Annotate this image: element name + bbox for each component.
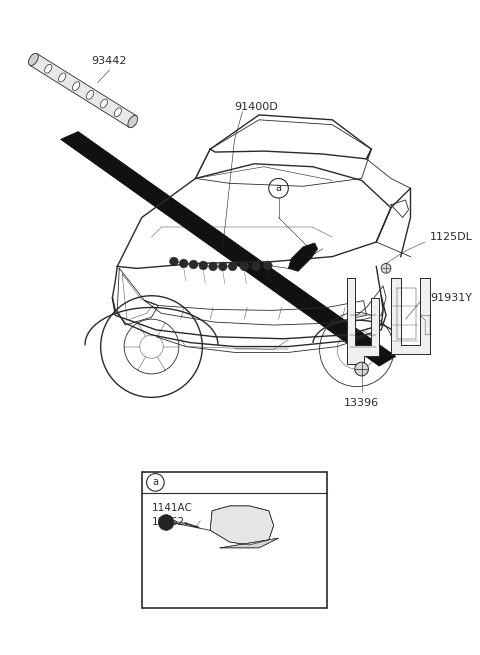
Polygon shape — [391, 278, 430, 354]
Ellipse shape — [59, 73, 66, 82]
Text: a: a — [276, 183, 282, 193]
Polygon shape — [210, 506, 274, 545]
Text: 91931Y: 91931Y — [430, 293, 472, 303]
Circle shape — [189, 260, 198, 269]
Text: 91400D: 91400D — [235, 102, 278, 112]
Circle shape — [218, 262, 227, 271]
Circle shape — [264, 261, 272, 270]
Text: a: a — [152, 477, 158, 487]
Circle shape — [169, 257, 179, 266]
Ellipse shape — [128, 115, 138, 128]
Text: 13396: 13396 — [344, 398, 379, 408]
Ellipse shape — [72, 82, 80, 90]
Polygon shape — [347, 278, 379, 364]
Ellipse shape — [28, 53, 38, 66]
FancyBboxPatch shape — [142, 472, 327, 608]
Circle shape — [158, 515, 174, 531]
Circle shape — [209, 262, 217, 271]
Text: 18362: 18362 — [152, 517, 185, 527]
Text: 1125DL: 1125DL — [430, 232, 473, 242]
Polygon shape — [60, 132, 396, 366]
Text: 1141AC: 1141AC — [152, 503, 192, 513]
Circle shape — [180, 259, 188, 268]
Ellipse shape — [86, 90, 94, 100]
Circle shape — [355, 362, 369, 376]
Polygon shape — [220, 538, 278, 548]
Polygon shape — [30, 54, 136, 127]
Circle shape — [199, 261, 208, 270]
Ellipse shape — [114, 108, 121, 117]
Circle shape — [240, 262, 249, 271]
Text: 93442: 93442 — [92, 56, 127, 66]
Ellipse shape — [100, 99, 108, 108]
Ellipse shape — [45, 64, 52, 73]
Circle shape — [252, 262, 261, 271]
Circle shape — [381, 263, 391, 273]
Polygon shape — [288, 243, 318, 271]
Circle shape — [228, 262, 237, 271]
